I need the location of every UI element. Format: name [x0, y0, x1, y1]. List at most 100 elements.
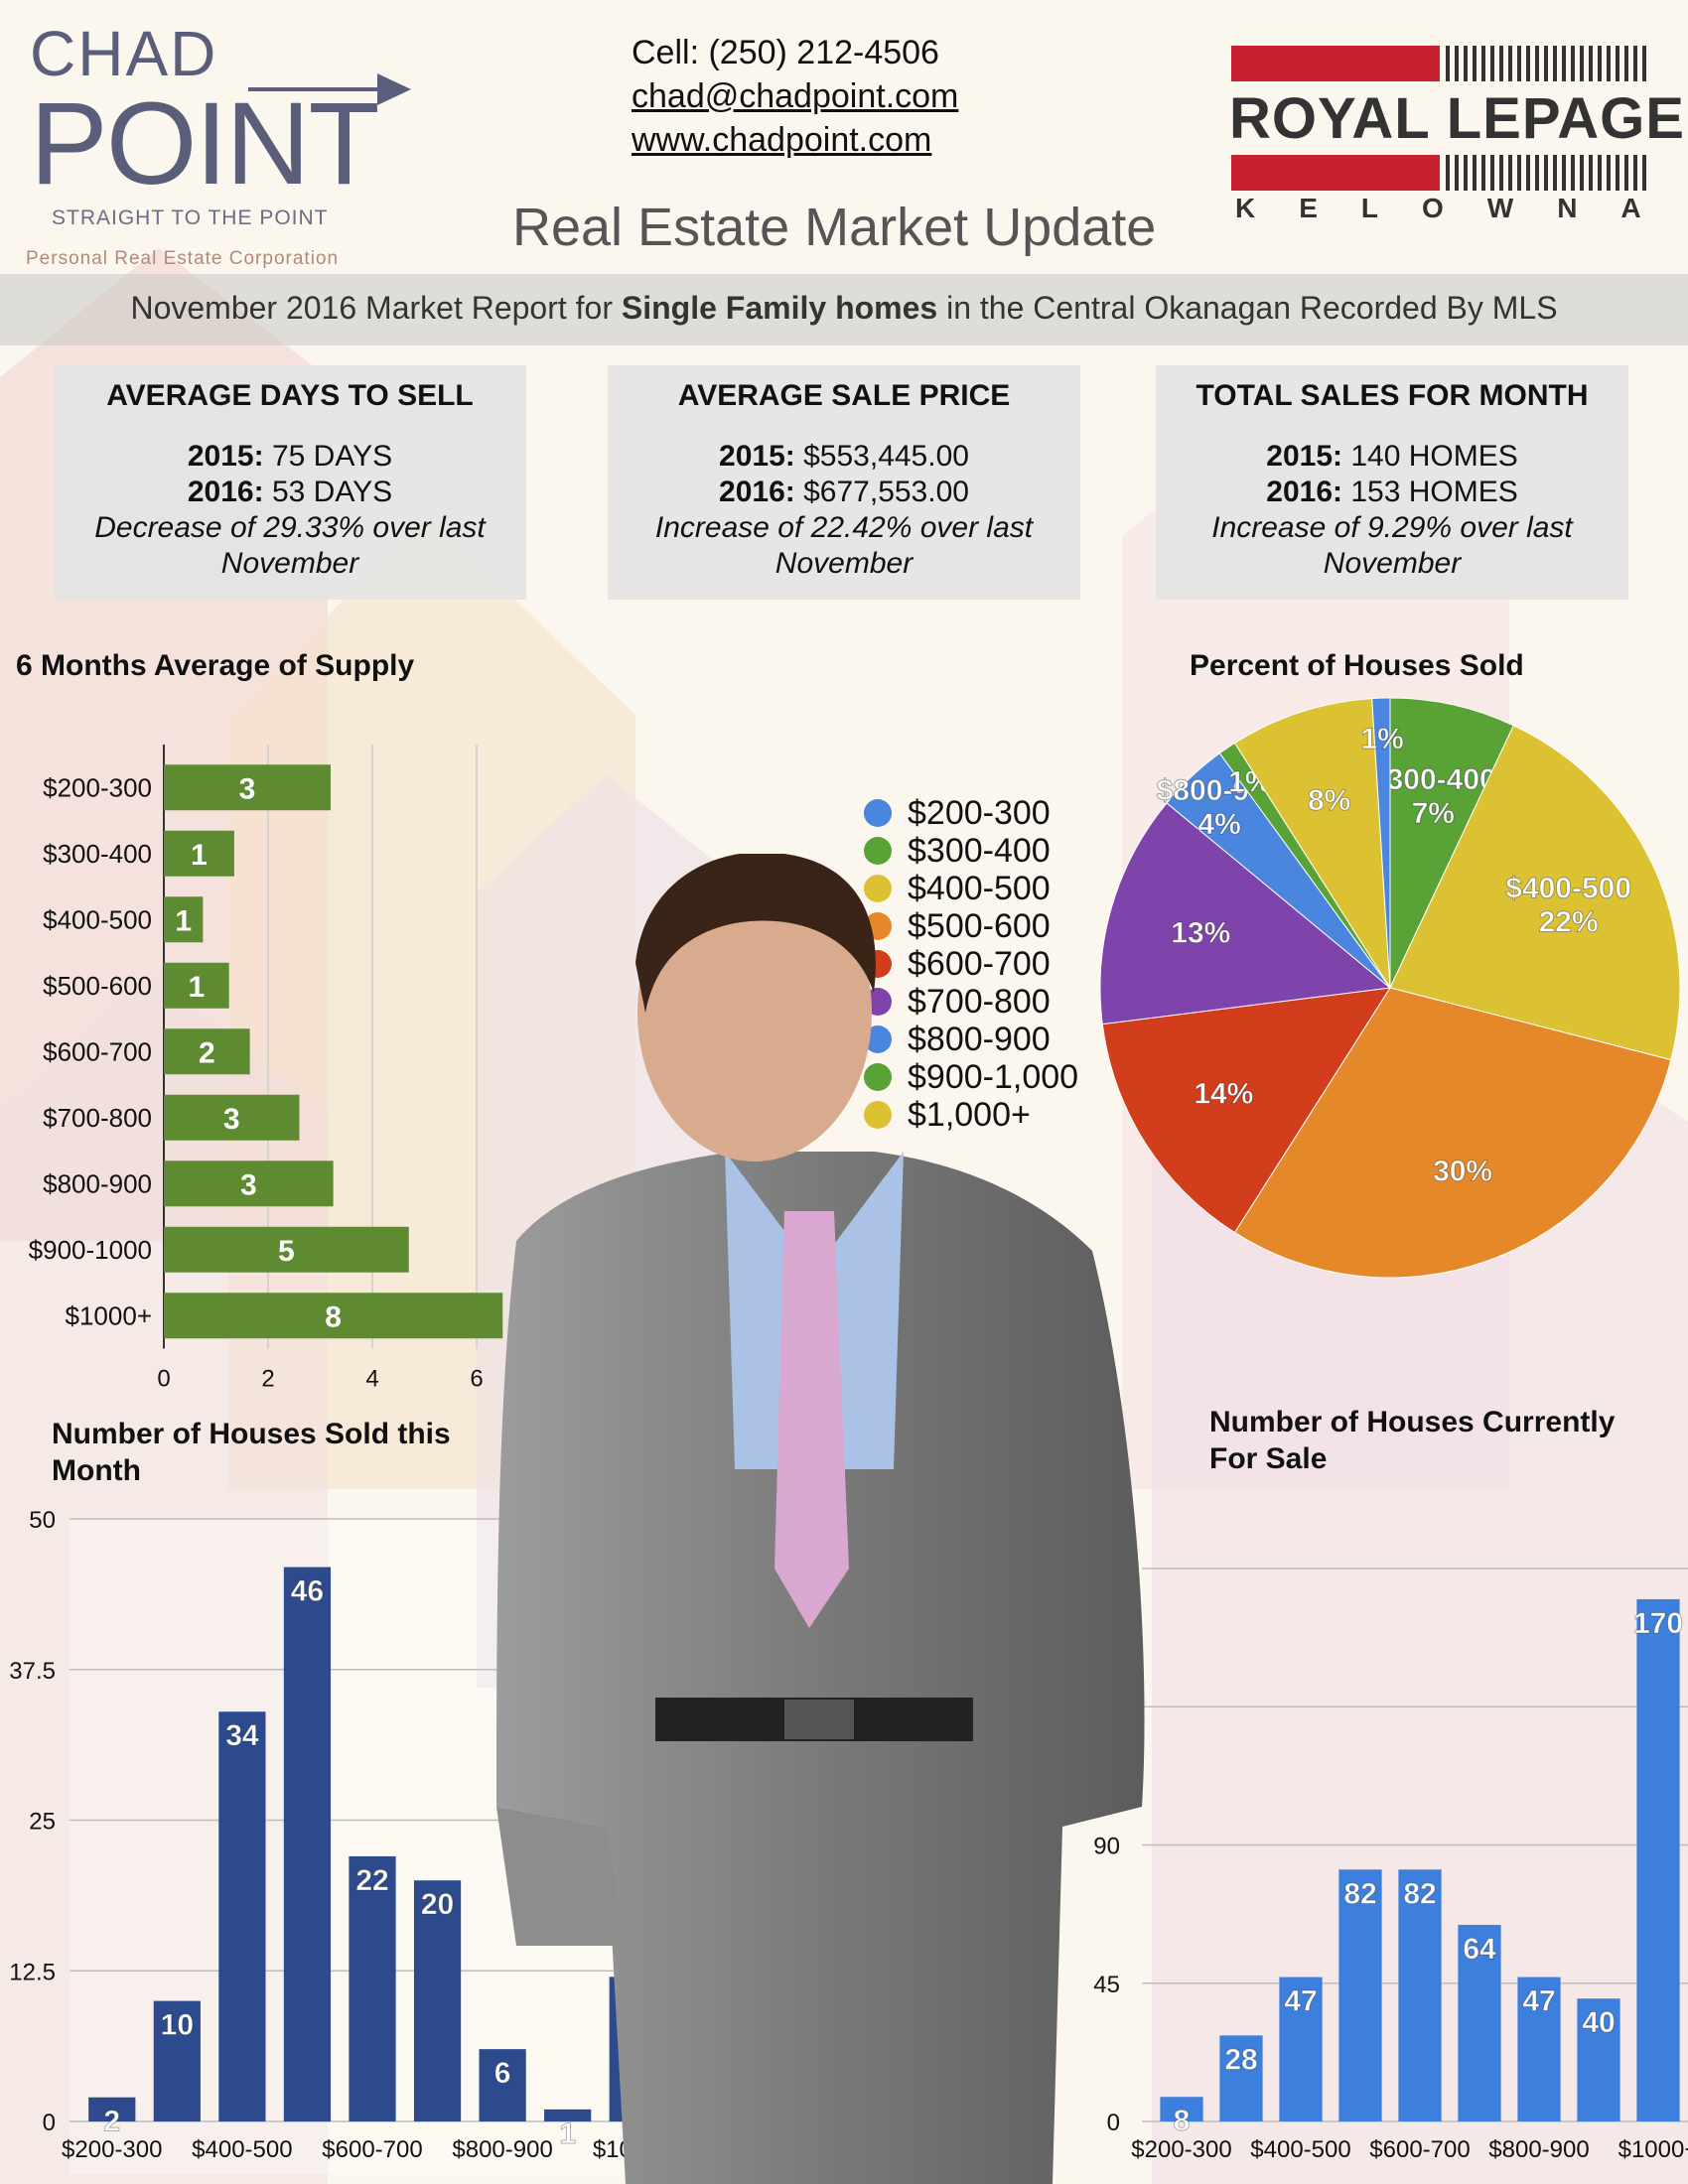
supply-bar: [164, 1094, 300, 1141]
bar-data-label: 20: [421, 1888, 454, 1921]
pie-slice-label: 8%: [1308, 784, 1350, 817]
legend-label: $600-700: [908, 945, 1051, 983]
stat-2016-value: $677,553.00: [794, 476, 969, 508]
bar: [1279, 1977, 1323, 2121]
bar-data-label: 40: [1582, 2006, 1615, 2039]
brand-barcode-top: [1446, 46, 1648, 81]
legend-item: $400-500: [864, 870, 1078, 907]
bar-data-label: 2: [103, 2106, 120, 2138]
supply-category-label: $200-300: [43, 772, 152, 802]
bar-data-label: 10: [161, 2009, 194, 2042]
supply-category-label: $900-1000: [29, 1235, 152, 1265]
xtick-label: $200-300: [1131, 2136, 1231, 2163]
supply-data-label: 1: [188, 971, 205, 1004]
bar-data-label: 1: [559, 2117, 576, 2150]
contact-email[interactable]: chad@chadpoint.com: [632, 77, 959, 115]
bar-data-label: 28: [1224, 2043, 1257, 2076]
legend-item: $1,000+: [864, 1096, 1078, 1134]
bar-data-label: 170: [1633, 1607, 1683, 1640]
supply-bar-chart: 0 2 4 6 $200-300 3 $300-400 1 $400-500 1 $500-600 1…: [29, 745, 503, 1391]
supply-category-label: $300-400: [43, 839, 152, 869]
pie-slice-label: 1%: [1360, 723, 1403, 755]
supply-data-label: 1: [191, 839, 208, 872]
stat-note: Increase of 9.29% over last November: [1211, 511, 1573, 580]
stat-card-price: AVERAGE SALE PRICE 2015: $553,445.00 201…: [608, 365, 1080, 600]
legend-label: $800-900: [908, 1021, 1051, 1058]
legend-label: $1,000+: [908, 1096, 1031, 1134]
xtick-label: $400-500: [192, 2136, 292, 2163]
contact-cell: Cell: (250) 212-4506: [632, 34, 939, 71]
legend-swatch: [864, 1100, 892, 1129]
bar-data-label: 47: [1522, 1985, 1555, 2018]
pie-slice: [1233, 987, 1672, 1279]
bar: [1517, 1977, 1561, 2121]
bar: [283, 1567, 332, 2121]
legend-label: $500-600: [908, 907, 1051, 945]
supply-bar: [164, 1226, 409, 1273]
supply-category-label: $500-600: [43, 971, 152, 1001]
ytick-label: 0: [1107, 2110, 1120, 2136]
legend-label: $900-1,000: [908, 1058, 1079, 1096]
supply-data-label: 2: [199, 1036, 215, 1069]
pie-slice: [1371, 697, 1391, 989]
legend-item: $800-900: [864, 1021, 1078, 1058]
xtick-label: $600-700: [1369, 2136, 1470, 2163]
pie-slice: [1389, 725, 1681, 1061]
bar: [88, 2097, 136, 2121]
legend-item: $900-1,000: [864, 1058, 1078, 1096]
xtick-label: $800-900: [452, 2136, 552, 2163]
stat-2015-value: 75 DAYS: [263, 440, 393, 473]
supply-bar: [164, 1293, 503, 1339]
logo-point: POINT: [30, 78, 380, 209]
supply-bar: [164, 830, 234, 877]
bar: [1160, 2097, 1203, 2121]
bar: [544, 2109, 592, 2121]
legend-swatch: [864, 1062, 892, 1091]
supply-data-label: 3: [223, 1103, 240, 1136]
supply-data-label: 8: [325, 1300, 342, 1333]
supply-xtick-label: 2: [261, 1366, 274, 1391]
bar-data-label: 22: [355, 1864, 388, 1897]
pie-slice: [1233, 698, 1391, 989]
bar: [1636, 1598, 1680, 2121]
bar-data-label: 64: [1463, 1933, 1496, 1966]
bar: [1398, 1869, 1442, 2121]
bar: [1219, 2035, 1263, 2121]
ytick-label: 90: [1093, 1834, 1120, 1860]
stat-card-sales: TOTAL SALES FOR MONTH 2015: 140 HOMES 20…: [1156, 365, 1628, 600]
ytick-label: 50: [29, 1507, 56, 1534]
supply-bar: [164, 896, 204, 943]
bar-data-label: 8: [1174, 2105, 1191, 2137]
stat-2016-value: 53 DAYS: [263, 476, 393, 508]
supply-data-label: 1: [175, 904, 192, 937]
bar-data-label: 47: [1284, 1985, 1317, 2018]
bar-data-label: 46: [291, 1575, 324, 1608]
legend-label: $700-800: [908, 983, 1051, 1021]
stat-heading: TOTAL SALES FOR MONTH: [1196, 379, 1589, 412]
legend-item: $300-400: [864, 832, 1078, 870]
legend-swatch: [864, 836, 892, 865]
legend-label: $300-400: [908, 832, 1051, 870]
supply-category-label: $700-800: [43, 1103, 152, 1133]
brand-stripe-top: [1231, 46, 1440, 81]
supply-xtick-label: 0: [157, 1366, 170, 1391]
percent-sold-pie-chart: $300-400 7%$400-500 22%30%14%13%$800-900 4%…: [1099, 697, 1681, 1279]
report-subtitle: November 2016 Market Report for Single F…: [0, 290, 1688, 327]
ytick-label: 45: [1093, 1972, 1120, 1998]
supply-bar: [164, 1160, 334, 1207]
supply-bar: [164, 764, 331, 811]
ytick-label: 37.5: [9, 1658, 56, 1685]
pie-slice: [1389, 697, 1514, 989]
legend-item: $500-600: [864, 907, 1078, 945]
supply-xtick-label: 6: [470, 1366, 483, 1391]
supply-bar: [164, 962, 229, 1009]
pie-slice-label: $300-400 7%: [1370, 763, 1496, 830]
logo-arrow-icon: [248, 73, 411, 105]
agent-photo: [496, 854, 1145, 2184]
bar: [1577, 1998, 1620, 2121]
stat-2015-value: 140 HOMES: [1342, 440, 1518, 473]
contact-website[interactable]: www.chadpoint.com: [632, 121, 932, 159]
bar-data-label: 82: [1343, 1877, 1376, 1910]
supply-category-label: $400-500: [43, 904, 152, 934]
bar-data-label: 6: [494, 2057, 511, 2090]
